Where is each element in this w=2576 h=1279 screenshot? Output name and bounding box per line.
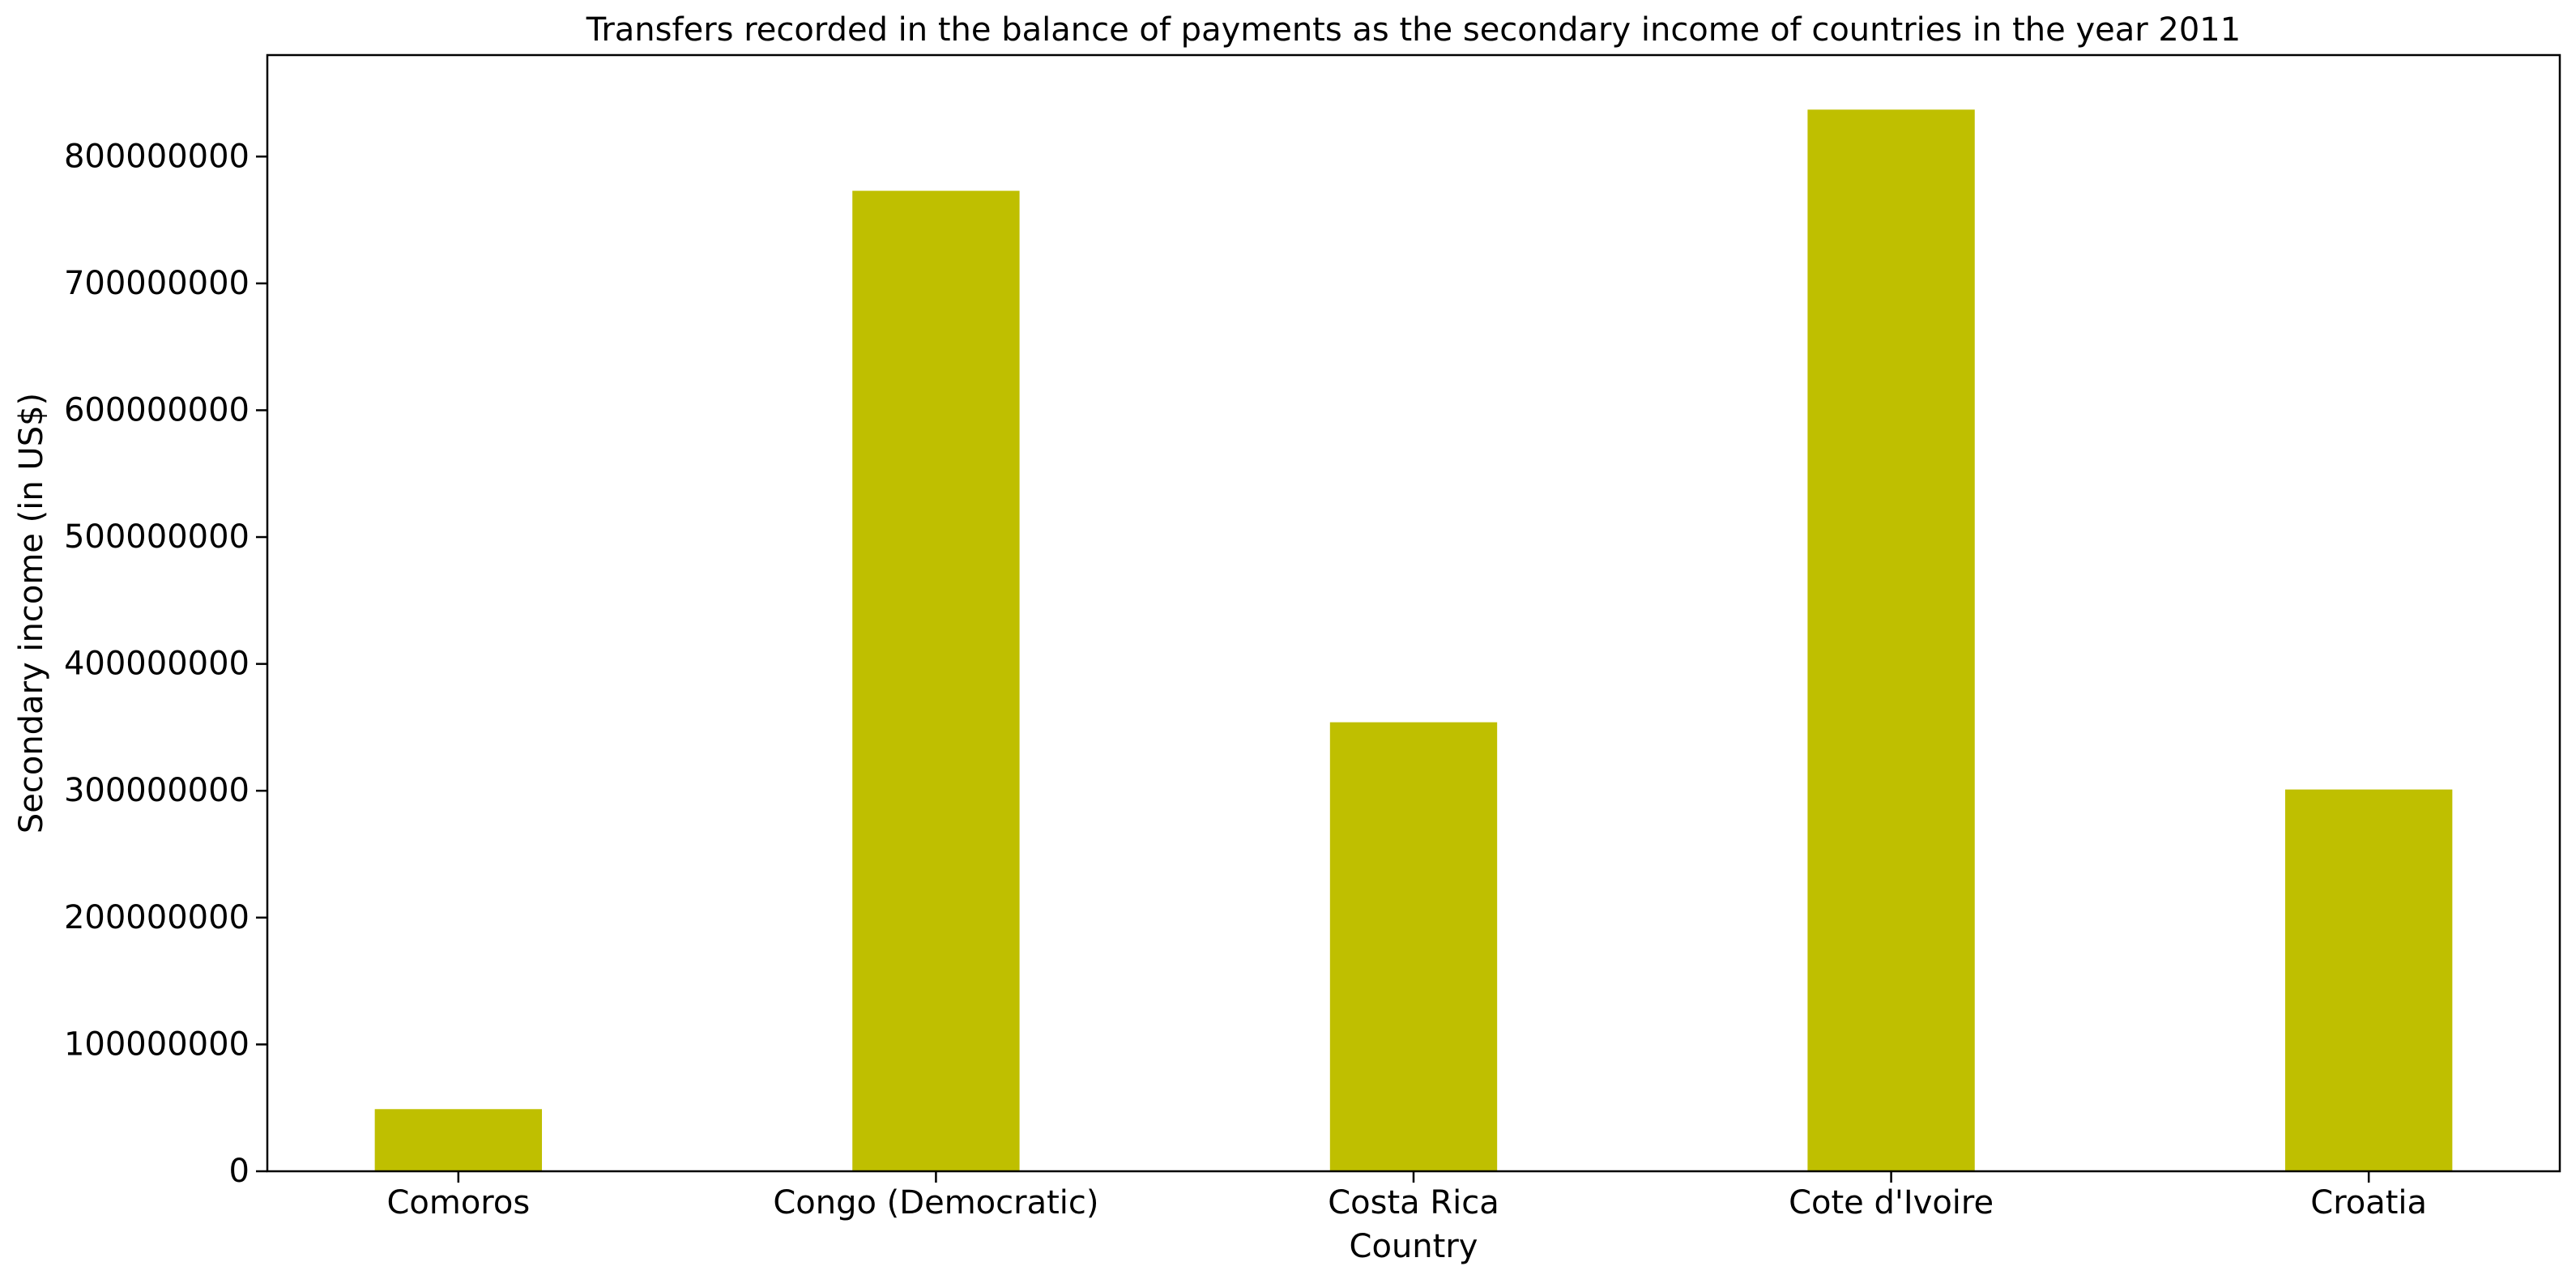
y-tick-label: 200000000 [64, 899, 249, 936]
x-tick-label: Congo (Democratic) [773, 1184, 1098, 1221]
y-tick-label: 400000000 [64, 646, 249, 683]
y-axis: 0 100000000 200000000 300000000 400000000 500… [64, 138, 267, 1190]
bar-comoros [374, 1109, 543, 1171]
y-axis-label: Secondary income (in US$) [13, 393, 50, 833]
x-tick-label: Croatia [2310, 1184, 2427, 1221]
x-tick-label: Cote d'Ivoire [1789, 1184, 1994, 1221]
x-tick-label: Comoros [386, 1184, 530, 1221]
y-tick-label: 100000000 [64, 1025, 249, 1063]
bar-croatia [2284, 789, 2453, 1171]
bar-cote-d-ivoire [1807, 109, 1975, 1171]
bar-costa-rica [1329, 722, 1498, 1171]
chart-title: Transfers recorded in the balance of pay… [586, 11, 2241, 49]
x-axis-label: Country [1350, 1228, 1478, 1265]
y-tick-label: 700000000 [64, 265, 249, 302]
y-tick-label: 500000000 [64, 518, 249, 556]
y-tick-label: 0 [229, 1153, 249, 1190]
y-tick-label: 600000000 [64, 391, 249, 428]
y-tick-label: 800000000 [64, 138, 249, 175]
bars-layer [374, 109, 2453, 1172]
x-tick-label: Costa Rica [1328, 1184, 1499, 1221]
y-tick-label: 300000000 [64, 772, 249, 809]
bar-congo-democratic [852, 190, 1020, 1172]
x-axis: Comoros Congo (Democratic) Costa Rica Cote … [386, 1171, 2427, 1221]
